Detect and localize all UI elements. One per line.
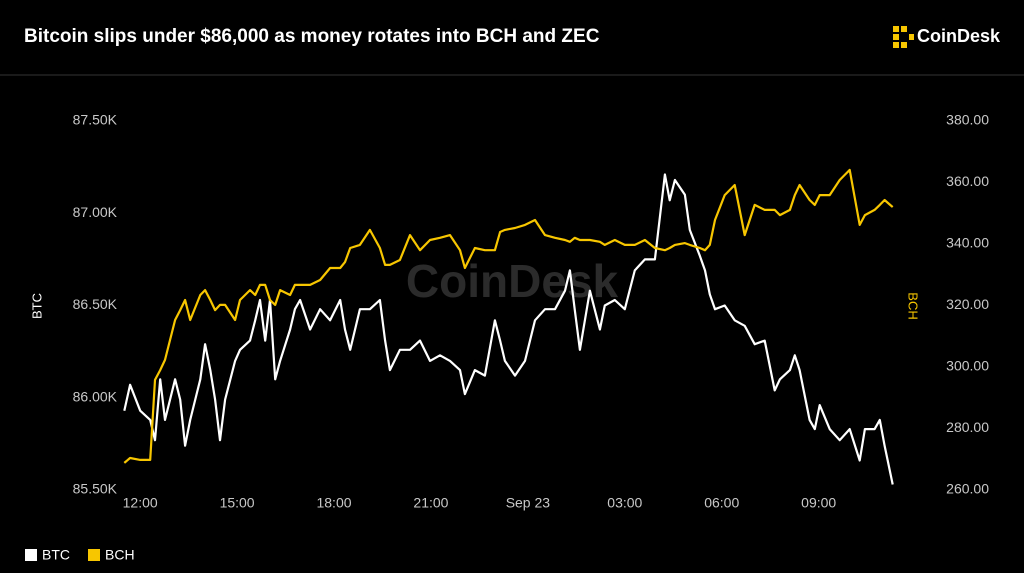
x-tick-label: 06:00 [704, 495, 739, 511]
y2-tick-label: 360.00 [946, 173, 989, 189]
legend-label: BTC [42, 547, 70, 563]
y2-tick-label: 260.00 [946, 481, 989, 497]
watermark: CoinDesk [406, 255, 619, 307]
y-tick-label: 87.00K [73, 204, 118, 220]
x-tick-label: 15:00 [220, 495, 255, 511]
legend-label: BCH [105, 547, 135, 563]
x-tick-label: Sep 23 [506, 495, 551, 511]
x-tick-label: 21:00 [413, 495, 448, 511]
x-tick-label: 03:00 [607, 495, 642, 511]
y2-tick-label: 380.00 [946, 112, 989, 128]
y2-tick-label: 300.00 [946, 358, 989, 374]
legend-swatch [25, 549, 37, 561]
y2-tick-label: 340.00 [946, 235, 989, 251]
chart-title: Bitcoin slips under $86,000 as money rot… [24, 26, 600, 47]
x-tick-label: 09:00 [801, 495, 836, 511]
line-btc [123, 173, 894, 485]
y2-tick-label: 320.00 [946, 296, 989, 312]
y-tick-label: 87.50K [73, 112, 118, 128]
logo-text: CoinDesk [917, 26, 1001, 46]
y-tick-label: 86.50K [73, 296, 118, 312]
y2-tick-label: 280.00 [946, 419, 989, 435]
line-bch [123, 168, 894, 464]
legend-swatch [88, 549, 100, 561]
y2-axis-title: BCH [906, 292, 921, 319]
y-tick-label: 86.00K [73, 388, 118, 404]
y-axis-title: BTC [29, 293, 44, 319]
y-tick-label: 85.50K [73, 481, 118, 497]
x-tick-label: 12:00 [123, 495, 158, 511]
logo-icon [893, 26, 914, 48]
x-tick-label: 18:00 [316, 495, 351, 511]
